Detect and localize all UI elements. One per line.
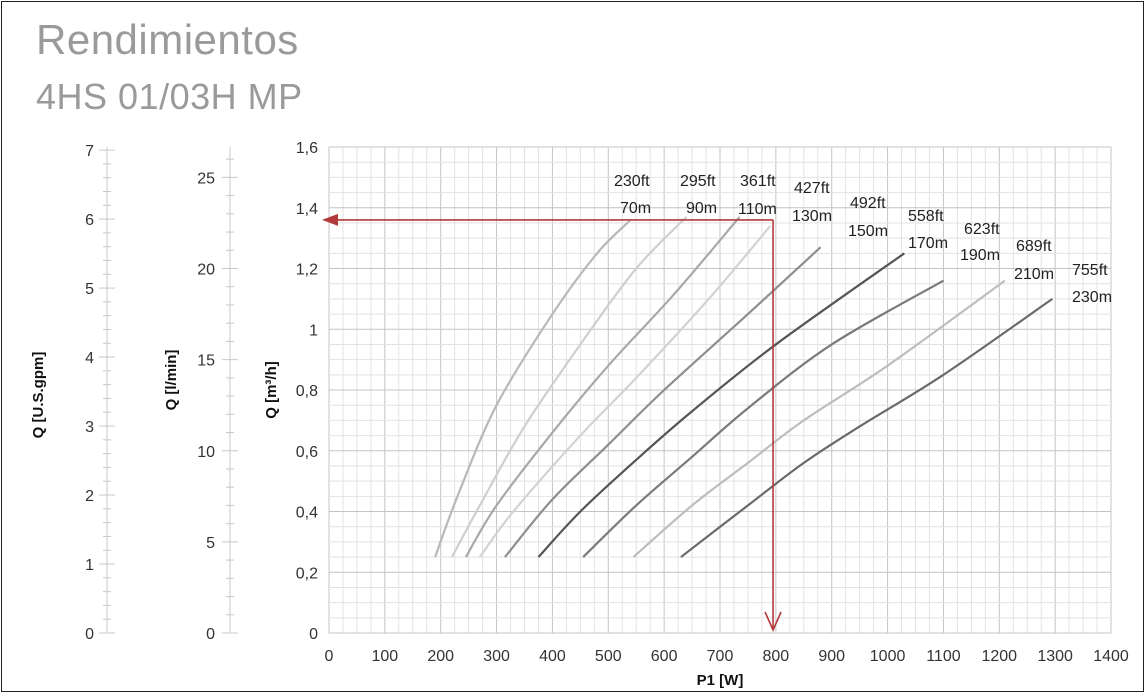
y-tick-label: 0,2 <box>296 565 318 582</box>
x-tick-label: 200 <box>427 648 454 665</box>
curve-130m <box>478 225 772 558</box>
x-tick-label: 800 <box>763 648 790 665</box>
grid <box>328 146 1112 634</box>
curve-label-m: 70m <box>620 200 651 217</box>
y-tick-label: 1,4 <box>296 201 318 218</box>
curve-label-ft: 427ft <box>794 180 830 197</box>
curve-label-m: 170m <box>908 235 948 252</box>
y-tick-label: 1 <box>309 322 318 339</box>
x-tick-label: 1000 <box>870 648 906 665</box>
curve-label-ft: 755ft <box>1072 262 1108 279</box>
curve-170m <box>537 252 905 558</box>
curve-label-m: 90m <box>686 200 717 217</box>
x-tick-label: 0 <box>325 648 334 665</box>
curve-label-ft: 295ft <box>680 173 716 190</box>
annotation-arrowhead-down <box>764 611 782 632</box>
curves <box>434 216 1053 558</box>
curve-label-m: 130m <box>792 208 832 225</box>
secondary-tick-label: 25 <box>197 170 215 187</box>
curve-label-m: 210m <box>1014 266 1054 283</box>
curve-labels: 230ft 70m 295ft 90m 361ft 110m 427ft 130m 492ft 1… <box>614 173 1112 306</box>
x-tick-label: 1300 <box>1037 648 1073 665</box>
x-tick-label: 900 <box>818 648 845 665</box>
curve-150m <box>504 246 822 558</box>
curve-label-ft: 230ft <box>614 173 650 190</box>
secondary-tick-label: 5 <box>85 281 94 298</box>
y-tick-label: 0,6 <box>296 444 318 461</box>
curve-label-m: 230m <box>1072 289 1112 306</box>
curve-230m <box>680 297 1053 558</box>
y-tick-label: 0,8 <box>296 383 318 400</box>
secondary-tick-label: 5 <box>206 535 215 552</box>
x-axis-label: P1 [W] <box>697 672 744 689</box>
secondary-tick-label: 10 <box>197 444 215 461</box>
annotation <box>322 213 782 632</box>
curve-label-m: 110m <box>738 201 777 218</box>
y-axis-label-gpm: Q [U.S.gpm] <box>30 352 47 439</box>
x-tick-label: 700 <box>707 648 734 665</box>
secondary-tick-label: 0 <box>206 626 215 643</box>
curve-label-ft: 623ft <box>964 221 1000 238</box>
secondary-tick-label: 7 <box>85 143 94 160</box>
secondary-tick-label: 3 <box>85 419 94 436</box>
chart-title: Rendimientos <box>36 16 299 63</box>
x-tick-label: 100 <box>372 648 399 665</box>
x-tick-label: 1200 <box>981 648 1017 665</box>
curve-210m <box>632 279 1006 558</box>
curve-label-m: 150m <box>848 223 888 240</box>
x-tick-label: 1400 <box>1093 648 1129 665</box>
x-tick-label: 500 <box>595 648 622 665</box>
secondary-tick-label: 0 <box>85 626 94 643</box>
y-axis-label-m3h: Q [m³/h] <box>263 361 280 419</box>
y-tick-label: 0 <box>309 626 318 643</box>
y-tick-label: 1,6 <box>296 140 318 157</box>
curve-label-ft: 558ft <box>908 208 944 225</box>
x-tick-label: 600 <box>651 648 678 665</box>
y-tick-label: 0,4 <box>296 505 318 522</box>
curve-label-ft: 492ft <box>850 195 886 212</box>
secondary-tick-label: 2 <box>85 488 94 505</box>
axes: 0 100 200 300 400 500 600 700 800 900 1000 1100 1200… <box>85 140 1129 665</box>
y-axis-label-lmin: Q [l/min] <box>163 350 180 411</box>
secondary-tick-label: 20 <box>197 262 215 279</box>
x-tick-label: 300 <box>483 648 510 665</box>
curve-70m <box>434 219 632 558</box>
secondary-tick-label: 15 <box>197 353 215 370</box>
secondary-tick-label: 6 <box>85 212 94 229</box>
curve-110m <box>464 216 741 558</box>
secondary-tick-label: 1 <box>85 557 94 574</box>
annotation-arrowhead-left <box>322 213 338 226</box>
x-tick-label: 400 <box>539 648 566 665</box>
curve-90m <box>450 216 688 558</box>
curve-label-ft: 689ft <box>1016 238 1052 255</box>
curve-190m <box>582 279 944 558</box>
chart-subtitle: 4HS 01/03H MP <box>36 76 303 117</box>
curve-label-m: 190m <box>960 247 1000 264</box>
x-tick-label: 1100 <box>926 648 961 665</box>
y-tick-label: 1,2 <box>296 262 318 279</box>
secondary-tick-label: 4 <box>85 350 94 367</box>
curve-label-ft: 361ft <box>740 173 776 190</box>
